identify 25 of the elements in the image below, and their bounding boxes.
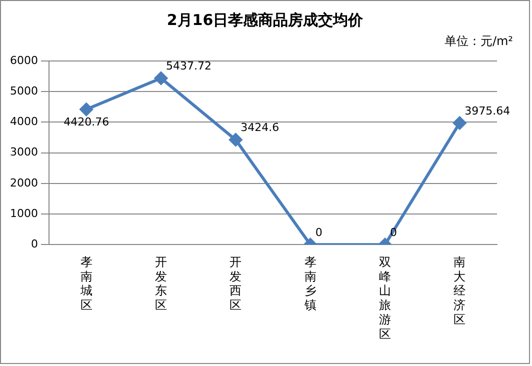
x-tick-label: 开发东区 — [154, 254, 167, 312]
y-tick-label: 6000 — [10, 54, 38, 67]
x-tick-label: 孝南乡镇 — [303, 254, 316, 312]
text: 单位：元/m² — [443, 33, 514, 50]
data-label: 4420.76 — [64, 116, 110, 129]
chart-title: 2月16日孝感商品房成交均价 — [166, 11, 364, 31]
point — [453, 116, 466, 130]
data-label: 0 — [390, 226, 397, 239]
y-tick-label: 1000 — [10, 206, 38, 220]
y-tick-label: 5000 — [10, 84, 38, 98]
x-tick-label: 开发西区 — [230, 254, 242, 312]
y-tick-label: 4000 — [10, 115, 38, 128]
point — [229, 133, 242, 146]
x-tick-label: 孝南城区 — [79, 254, 92, 312]
x-tick-label: 双峰山旅游区 — [379, 254, 391, 341]
point — [154, 72, 168, 85]
data-label: 3975.64 — [464, 104, 510, 118]
y-tick-label: 0 — [30, 237, 38, 250]
data-label: 3424.6 — [240, 121, 280, 134]
y-tick-label: 3000 — [10, 146, 38, 159]
data-label: 5437.72 — [166, 60, 212, 73]
data-label: 0 — [315, 226, 322, 239]
y-tick-label: 2000 — [10, 176, 38, 190]
x-tick-label: 南大经济区 — [454, 254, 466, 327]
point — [80, 102, 93, 116]
